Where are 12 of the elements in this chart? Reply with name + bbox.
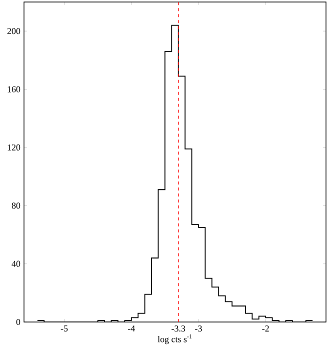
y-tick-label: 0 — [16, 318, 20, 326]
y-tick-label: 120 — [8, 144, 20, 150]
x-axis-title: log cts s$^{-1}$ — [158, 334, 192, 344]
y-tick-label: 160 — [8, 86, 20, 92]
x-tick-label: -3 — [195, 326, 202, 332]
x-tick-label: -2 — [262, 326, 269, 332]
x-tick-label: -4 — [128, 326, 135, 332]
x-tick-label: -5 — [60, 326, 68, 332]
y-tick-label: 80 — [12, 202, 20, 209]
x-tick-label: -3.3 — [172, 326, 186, 332]
y-tick-label: 40 — [12, 260, 20, 267]
y-tick-label: 200 — [7, 28, 20, 34]
